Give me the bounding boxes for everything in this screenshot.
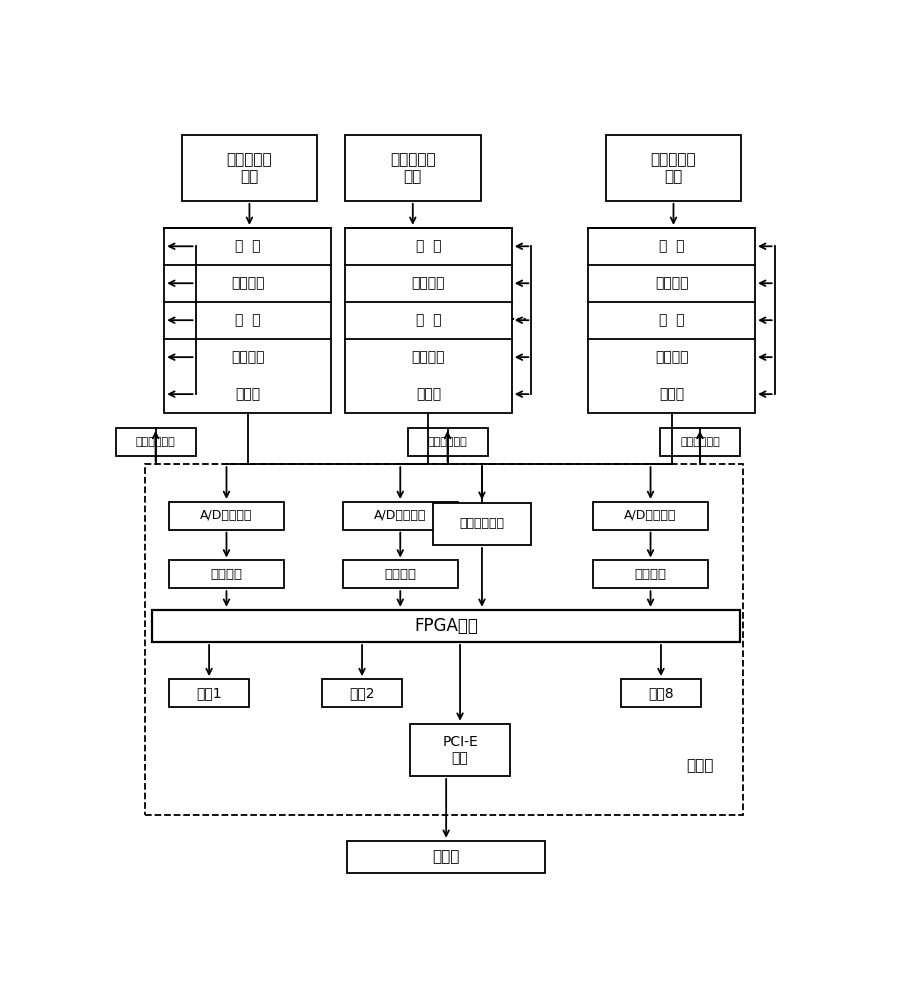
- Text: 分控微处理器: 分控微处理器: [680, 437, 719, 447]
- Bar: [152, 610, 740, 642]
- Text: 粗  调: 粗 调: [659, 239, 684, 253]
- Text: 粗  调: 粗 调: [415, 239, 441, 253]
- Bar: [410, 724, 510, 776]
- Bar: [343, 502, 457, 530]
- Text: 上位机: 上位机: [432, 849, 460, 864]
- Bar: [116, 428, 196, 456]
- Text: A/D转换电路: A/D转换电路: [374, 509, 426, 522]
- Text: 粗  调: 粗 调: [235, 239, 260, 253]
- Bar: [593, 502, 708, 530]
- Bar: [145, 464, 744, 815]
- Bar: [322, 679, 402, 707]
- Bar: [407, 428, 488, 456]
- Text: 分控微处理器: 分控微处理器: [135, 437, 176, 447]
- Text: 采集板: 采集板: [686, 758, 713, 773]
- Text: 主放大: 主放大: [235, 387, 260, 401]
- Text: 光耦隔离: 光耦隔离: [211, 568, 242, 581]
- Text: FPGA电路: FPGA电路: [414, 617, 478, 635]
- Text: 低通高通: 低通高通: [231, 350, 265, 364]
- Text: PCI-E
接口: PCI-E 接口: [442, 735, 478, 765]
- Text: 细  调: 细 调: [659, 313, 684, 327]
- Text: 主放大: 主放大: [659, 387, 684, 401]
- Bar: [170, 560, 283, 588]
- Bar: [181, 135, 318, 201]
- Text: 前置放大: 前置放大: [231, 276, 265, 290]
- Bar: [621, 679, 701, 707]
- Text: 光耦隔离: 光耦隔离: [384, 568, 416, 581]
- Text: 主放大: 主放大: [416, 387, 441, 401]
- Bar: [588, 228, 755, 413]
- Bar: [660, 428, 740, 456]
- Text: 光耦隔离: 光耦隔离: [634, 568, 666, 581]
- Text: 细  调: 细 调: [235, 313, 260, 327]
- Text: 缓存8: 缓存8: [649, 686, 674, 700]
- Bar: [170, 502, 283, 530]
- Text: ···: ···: [509, 311, 528, 330]
- Text: 信号输入单
元二: 信号输入单 元二: [390, 152, 436, 184]
- Bar: [345, 228, 512, 413]
- Bar: [433, 503, 531, 545]
- Text: 信号输入单
元一: 信号输入单 元一: [227, 152, 272, 184]
- Bar: [164, 228, 331, 413]
- Bar: [605, 135, 741, 201]
- Text: 分控微处理器: 分控微处理器: [428, 437, 467, 447]
- Text: 前置放大: 前置放大: [655, 276, 689, 290]
- Text: 低通高通: 低通高通: [412, 350, 445, 364]
- Bar: [347, 841, 545, 873]
- Text: 缓存2: 缓存2: [349, 686, 375, 700]
- Bar: [343, 560, 457, 588]
- Bar: [345, 135, 481, 201]
- Bar: [170, 679, 249, 707]
- Text: 主控微处理器: 主控微处理器: [459, 517, 504, 530]
- Text: 细  调: 细 调: [415, 313, 441, 327]
- Text: A/D转换电路: A/D转换电路: [200, 509, 253, 522]
- Text: A/D转换电路: A/D转换电路: [624, 509, 676, 522]
- Text: 信号输入单
元八: 信号输入单 元八: [650, 152, 696, 184]
- Text: 前置放大: 前置放大: [412, 276, 445, 290]
- Bar: [593, 560, 708, 588]
- Text: 缓存1: 缓存1: [196, 686, 222, 700]
- Text: 低通高通: 低通高通: [655, 350, 689, 364]
